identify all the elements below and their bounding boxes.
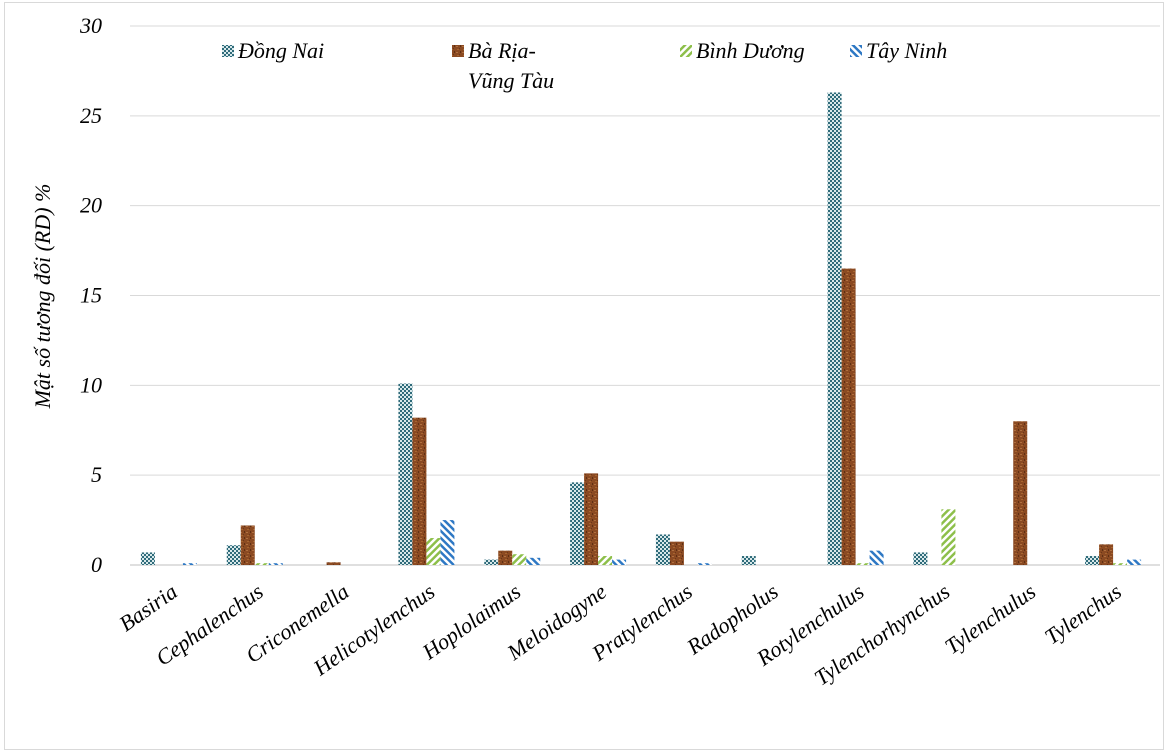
legend-label: Bình Dương	[696, 38, 805, 63]
bar	[240, 525, 255, 565]
y-tick-label: 25	[80, 103, 102, 128]
gridlines	[130, 25, 1160, 566]
x-category-label: Basiria	[114, 579, 181, 637]
bar-series	[140, 92, 1142, 565]
bar	[1085, 556, 1100, 565]
legend-label: Bà Rịa-	[468, 38, 536, 63]
bar	[1013, 421, 1028, 565]
y-axis-ticks: 0 5 10 15 20 25 30	[79, 13, 102, 577]
bar	[741, 556, 756, 565]
bar	[326, 562, 341, 565]
bar	[655, 534, 670, 565]
bar	[570, 482, 585, 565]
bar	[841, 268, 856, 565]
bar	[1099, 544, 1114, 565]
bar	[226, 545, 241, 565]
legend-label: Tây Ninh	[866, 38, 947, 63]
bar	[412, 417, 427, 565]
bar	[484, 559, 499, 565]
x-category-label: Tylenchus	[1040, 579, 1126, 650]
bar	[140, 552, 155, 565]
legend-label: Vũng Tàu	[468, 68, 554, 93]
legend-swatch	[680, 45, 692, 57]
bar	[869, 550, 884, 565]
bar	[182, 563, 197, 565]
bar	[697, 563, 712, 565]
y-tick-label: 0	[91, 552, 102, 577]
bar	[498, 550, 513, 565]
bar	[584, 473, 599, 565]
bar	[1113, 563, 1128, 565]
legend-swatch	[222, 45, 234, 57]
x-axis-categories: BasiriaCephalenchusCriconemellaHelicotyl…	[114, 578, 1126, 690]
y-axis-label: Mật số tương đối (RD) %	[30, 184, 55, 410]
bar	[512, 554, 527, 565]
chart-frame	[4, 2, 1164, 750]
bar	[598, 556, 613, 565]
legend-swatch	[452, 45, 464, 57]
bar	[426, 538, 441, 565]
bar	[941, 509, 956, 565]
legend: Đồng Nai Bà Rịa- Vũng Tàu Bình Dương Tây Nin…	[222, 38, 947, 93]
legend-swatch	[850, 45, 862, 57]
x-category-label: Tylenchulus	[940, 579, 1040, 660]
y-tick-label: 30	[79, 13, 102, 38]
bar	[440, 520, 455, 565]
legend-label: Đồng Nai	[237, 38, 324, 63]
bar	[1127, 559, 1142, 565]
bar	[855, 563, 870, 565]
bar	[254, 563, 269, 565]
y-tick-label: 20	[80, 193, 102, 218]
y-tick-label: 10	[80, 372, 102, 397]
y-tick-label: 5	[91, 462, 102, 487]
bar	[398, 383, 413, 565]
bar	[268, 563, 283, 565]
bar	[827, 92, 842, 565]
bar	[913, 552, 928, 565]
bar	[526, 557, 541, 565]
y-tick-label: 15	[80, 283, 102, 308]
bar	[612, 559, 627, 565]
bar	[669, 541, 684, 565]
